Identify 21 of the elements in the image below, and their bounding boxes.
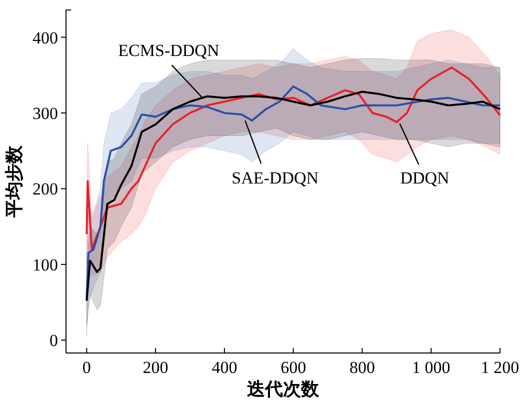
y-tick-label: 100 — [32, 255, 58, 274]
annotation: DDQN — [399, 123, 450, 188]
annotation: ECMS-DDQN — [118, 41, 220, 60]
y-tick-label: 200 — [32, 180, 58, 199]
x-tick-label: 600 — [280, 358, 306, 377]
annotation: SAE-DDQN — [232, 168, 319, 188]
y-tick-label: 400 — [32, 28, 58, 48]
x-tick-label: 0 — [82, 358, 91, 377]
y-axis-title: 平均步数 — [4, 144, 24, 218]
annotation: SAE-DDQN — [232, 120, 319, 188]
x-axis-title: 迭代次数 — [246, 379, 320, 399]
x-tick-label: 1 200 — [480, 358, 520, 377]
x-tick-label: 200 — [142, 358, 168, 377]
x-tick-label: 800 — [349, 358, 375, 377]
annotation: DDQN — [400, 168, 450, 188]
x-tick-label: 1 000 — [412, 358, 450, 377]
x-tick-label: 400 — [212, 358, 238, 377]
line-series — [86, 66, 501, 250]
y-tick-label: 0 — [50, 331, 58, 350]
annotation: ECMS-DDQN — [118, 41, 220, 98]
y-tick-label: 300 — [32, 104, 58, 123]
